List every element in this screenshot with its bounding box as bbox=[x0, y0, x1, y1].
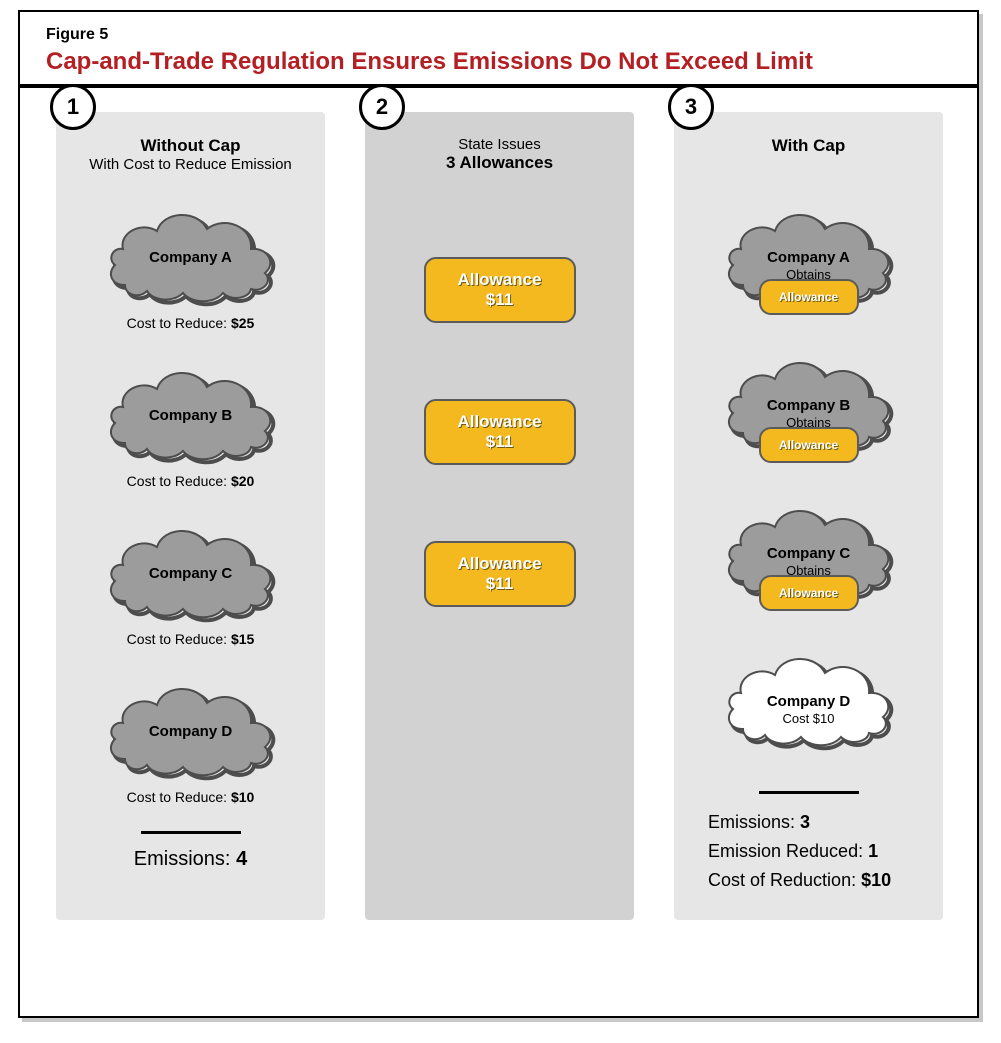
panel3-company-3: Company DCost $10 bbox=[674, 643, 943, 753]
company-name: Company C bbox=[719, 545, 899, 562]
panel1-rule bbox=[141, 831, 241, 834]
panel3-heading: With Cap bbox=[674, 136, 943, 173]
panel3-company-1: Company BObtainsAllowance bbox=[674, 347, 943, 457]
allowance-chip-2: Allowance$11 bbox=[424, 541, 576, 607]
panel1-company-3: Company D Cost to Reduce: $10 bbox=[56, 673, 325, 805]
total-label: Cost of Reduction: bbox=[708, 870, 861, 890]
step-badge-3: 3 bbox=[668, 84, 714, 130]
total-value: $10 bbox=[861, 870, 891, 890]
company-name: Company D bbox=[101, 723, 281, 740]
chip-line1: Allowance bbox=[457, 412, 541, 432]
panel1-company-0: Company A Cost to Reduce: $25 bbox=[56, 199, 325, 331]
cloud-icon: Company CObtainsAllowance bbox=[719, 495, 899, 605]
panel2-heading-bold: 3 Allowances bbox=[365, 153, 634, 173]
cloud-label: Company C bbox=[101, 565, 281, 582]
panel1-total: Emissions: 4 bbox=[56, 848, 325, 871]
company-name: Company A bbox=[719, 249, 899, 266]
chip-line1: Allowance bbox=[457, 270, 541, 290]
cloud-icon: Company DCost $10 bbox=[719, 643, 899, 753]
company-name: Company D bbox=[719, 693, 899, 710]
cloud-label: Company B bbox=[101, 407, 281, 424]
company-name: Company A bbox=[101, 249, 281, 266]
allowance-chip-0: Allowance$11 bbox=[424, 257, 576, 323]
allowance-chip-1: Allowance$11 bbox=[424, 399, 576, 465]
figure-number: Figure 5 bbox=[46, 26, 953, 44]
panel1-total-value: 4 bbox=[236, 848, 247, 870]
cost-label: Cost to Reduce: bbox=[127, 315, 231, 331]
panel3-total-row-0: Emissions: 3 bbox=[708, 808, 943, 837]
cloud-label: Company A bbox=[101, 249, 281, 266]
company-name: Company B bbox=[719, 397, 899, 414]
panel3-total-row-2: Cost of Reduction: $10 bbox=[708, 866, 943, 895]
cloud-icon: Company A bbox=[101, 199, 281, 309]
obtained-allowance-chip: Allowance bbox=[759, 575, 859, 611]
panel3-heading-bold: With Cap bbox=[674, 136, 943, 156]
cloud-icon: Company C bbox=[101, 515, 281, 625]
cost-line: Cost to Reduce: $20 bbox=[127, 473, 255, 489]
chip-label: Allowance bbox=[779, 438, 838, 452]
panel1-total-label: Emissions: bbox=[134, 848, 231, 870]
chip-line2: $11 bbox=[486, 290, 513, 310]
total-label: Emissions: bbox=[708, 812, 800, 832]
total-value: 1 bbox=[868, 841, 878, 861]
chip-label: Allowance bbox=[779, 290, 838, 304]
cost-label: Cost to Reduce: bbox=[127, 473, 231, 489]
panel1-heading-sub: With Cost to Reduce Emission bbox=[56, 156, 325, 173]
panel-allowances: 2 State Issues 3 Allowances Allowance$11… bbox=[365, 112, 634, 920]
panel1-heading: Without Cap With Cost to Reduce Emission bbox=[56, 136, 325, 173]
panel3-company-2: Company CObtainsAllowance bbox=[674, 495, 943, 605]
cloud-label: Company DCost $10 bbox=[719, 693, 899, 727]
step-badge-1: 1 bbox=[50, 84, 96, 130]
panel2-heading: State Issues 3 Allowances bbox=[365, 136, 634, 173]
cost-value: $15 bbox=[231, 631, 254, 647]
figure-frame: Figure 5 Cap-and-Trade Regulation Ensure… bbox=[18, 10, 979, 1018]
panel3-totals: Emissions: 3Emission Reduced: 1Cost of R… bbox=[674, 808, 943, 894]
cost-value: $25 bbox=[231, 315, 254, 331]
obtained-allowance-chip: Allowance bbox=[759, 279, 859, 315]
chip-line2: $11 bbox=[486, 432, 513, 452]
chip-label: Allowance bbox=[779, 586, 838, 600]
cloud-icon: Company BObtainsAllowance bbox=[719, 347, 899, 457]
cloud-label: Company D bbox=[101, 723, 281, 740]
chip-line2: $11 bbox=[486, 574, 513, 594]
company-sub: Cost $10 bbox=[782, 711, 834, 726]
panel3-company-0: Company AObtainsAllowance bbox=[674, 199, 943, 309]
company-name: Company C bbox=[101, 565, 281, 582]
panel-without-cap: 1 Without Cap With Cost to Reduce Emissi… bbox=[56, 112, 325, 920]
figure-title: Cap-and-Trade Regulation Ensures Emissio… bbox=[46, 48, 953, 76]
panel1-company-2: Company C Cost to Reduce: $15 bbox=[56, 515, 325, 647]
cost-label: Cost to Reduce: bbox=[127, 631, 231, 647]
panel1-heading-bold: Without Cap bbox=[56, 136, 325, 156]
cloud-icon: Company AObtainsAllowance bbox=[719, 199, 899, 309]
cost-value: $10 bbox=[231, 789, 254, 805]
total-value: 3 bbox=[800, 812, 810, 832]
cloud-icon: Company D bbox=[101, 673, 281, 783]
cost-value: $20 bbox=[231, 473, 254, 489]
cost-label: Cost to Reduce: bbox=[127, 789, 231, 805]
obtained-allowance-chip: Allowance bbox=[759, 427, 859, 463]
cost-line: Cost to Reduce: $25 bbox=[127, 315, 255, 331]
company-name: Company B bbox=[101, 407, 281, 424]
panel2-heading-sub: State Issues bbox=[365, 136, 634, 153]
panel3-rule bbox=[759, 791, 859, 794]
total-label: Emission Reduced: bbox=[708, 841, 868, 861]
panels-row: 1 Without Cap With Cost to Reduce Emissi… bbox=[46, 112, 953, 920]
panel1-company-1: Company B Cost to Reduce: $20 bbox=[56, 357, 325, 489]
step-badge-2: 2 bbox=[359, 84, 405, 130]
title-rule bbox=[18, 84, 979, 88]
panel-with-cap: 3 With Cap Company AObtainsAllowanceComp… bbox=[674, 112, 943, 920]
cost-line: Cost to Reduce: $15 bbox=[127, 631, 255, 647]
cost-line: Cost to Reduce: $10 bbox=[127, 789, 255, 805]
panel3-total-row-1: Emission Reduced: 1 bbox=[708, 837, 943, 866]
chip-line1: Allowance bbox=[457, 554, 541, 574]
cloud-icon: Company B bbox=[101, 357, 281, 467]
